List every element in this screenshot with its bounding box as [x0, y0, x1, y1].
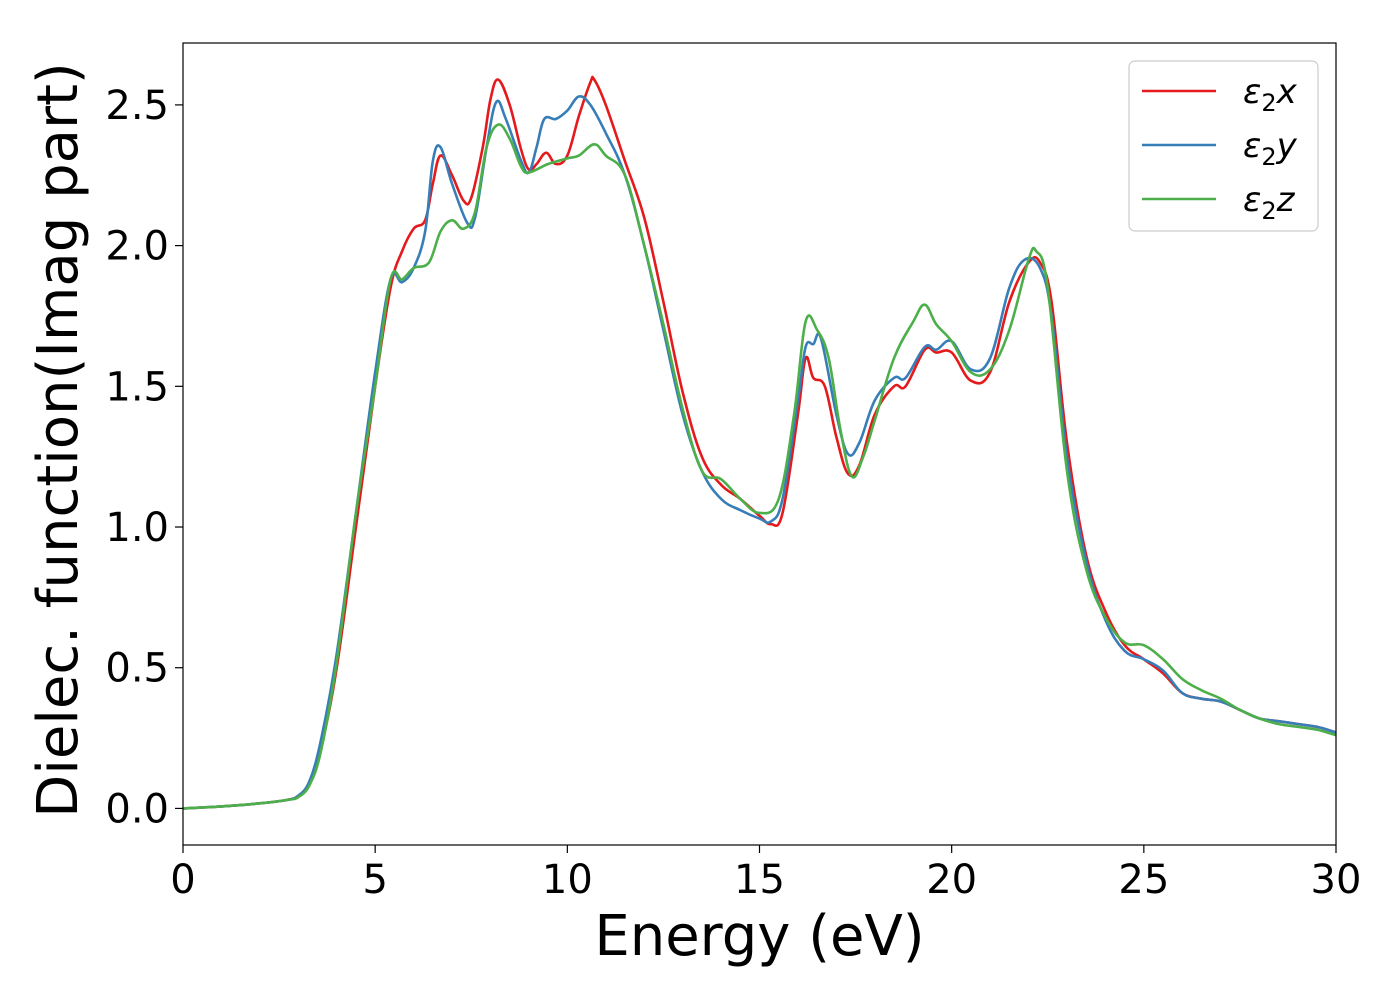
series-layer: [183, 75, 1336, 810]
legend: ε2x ε2y ε2z: [1128, 60, 1319, 232]
x-tick-label: 10: [542, 857, 593, 903]
x-tick-label: 25: [1118, 857, 1169, 903]
y-tick-label: 2.0: [105, 224, 169, 270]
legend-box: [1128, 60, 1319, 232]
legend-label: ε2y: [1243, 126, 1298, 171]
x-tick-label: 20: [926, 857, 977, 903]
series-line-y: [183, 94, 1336, 810]
y-tick-label: 1.0: [105, 505, 169, 551]
legend-label: ε2z: [1243, 180, 1296, 225]
legend-label: ε2x: [1243, 72, 1298, 117]
y-tick-label: 0.5: [105, 646, 169, 692]
y-tick-label: 1.5: [105, 364, 169, 410]
x-tick-label: 15: [734, 857, 785, 903]
legend-entry-y: ε2y: [1142, 126, 1298, 171]
series-line-z: [183, 123, 1336, 810]
x-tick-label: 30: [1311, 857, 1362, 903]
y-tick-label: 2.5: [105, 83, 169, 129]
legend-entry-x: ε2x: [1142, 72, 1298, 117]
legend-entry-z: ε2z: [1142, 180, 1296, 225]
y-axis-label: Dielec. function(Imag part): [26, 62, 91, 818]
y-tick-label: 0.0: [105, 786, 169, 832]
x-tick-label: 5: [362, 857, 387, 903]
y-axis-ticks: 0.0 0.5 1.0 1.5 2.0 2.5: [105, 83, 183, 832]
x-axis-label: Energy (eV): [594, 904, 924, 969]
x-axis-ticks: 0 5 10 15 20 25 30: [170, 845, 1361, 903]
x-tick-label: 0: [170, 857, 195, 903]
